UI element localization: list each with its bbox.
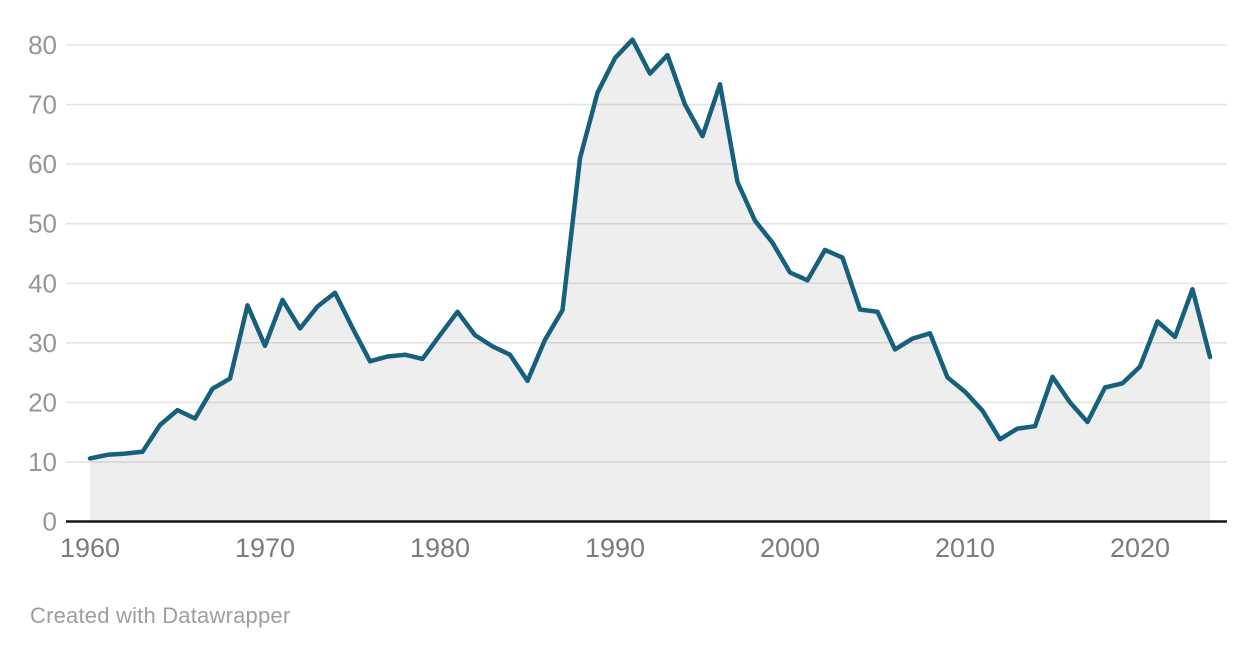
gridlines	[66, 44, 1227, 463]
x-axis-label: 2000	[760, 533, 820, 563]
datawrapper-credit: Created with Datawrapper	[30, 603, 291, 628]
x-axis-label: 2010	[935, 533, 995, 563]
data-line-layer	[87, 37, 1213, 461]
y-axis-label: 40	[28, 268, 57, 298]
x-axis-label: 2020	[1110, 533, 1170, 563]
data-line	[87, 37, 1213, 461]
x-axis-label: 1990	[585, 533, 645, 563]
x-axis-label: 1960	[60, 533, 120, 563]
y-axis-labels: 0 10 20 30 40 50 60 70 80	[28, 30, 57, 537]
y-axis-label: 0	[43, 507, 57, 537]
area-chart-svg: 0 10 20 30 40 50 60 70 80 1960 1970 1980 1990 2000 20…	[28, 30, 1227, 563]
y-axis-label: 20	[28, 387, 57, 417]
y-axis-label: 10	[28, 447, 57, 477]
area-fill-layer	[90, 39, 1210, 522]
y-axis-label: 80	[28, 30, 57, 60]
area-fill	[90, 39, 1210, 522]
x-axis-label: 1980	[410, 533, 470, 563]
y-axis-label: 70	[28, 90, 57, 120]
y-axis-label: 50	[28, 209, 57, 239]
y-axis-label: 30	[28, 328, 57, 358]
x-axis-label: 1970	[235, 533, 295, 563]
x-axis-labels: 1960 1970 1980 1990 2000 2010 2020	[60, 533, 1170, 563]
y-axis-label: 60	[28, 149, 57, 179]
